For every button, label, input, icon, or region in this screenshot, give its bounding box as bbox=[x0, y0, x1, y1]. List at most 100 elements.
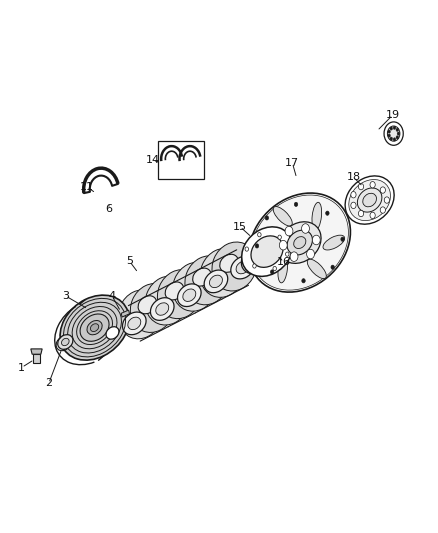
Circle shape bbox=[255, 244, 259, 248]
Ellipse shape bbox=[165, 282, 184, 300]
Ellipse shape bbox=[287, 230, 312, 255]
Ellipse shape bbox=[357, 188, 382, 212]
Circle shape bbox=[351, 191, 356, 198]
Circle shape bbox=[396, 128, 399, 132]
Circle shape bbox=[393, 126, 396, 130]
Ellipse shape bbox=[61, 338, 69, 346]
Ellipse shape bbox=[185, 256, 230, 305]
Text: 19: 19 bbox=[386, 110, 400, 120]
Text: 17: 17 bbox=[285, 158, 300, 168]
Ellipse shape bbox=[278, 255, 288, 283]
Polygon shape bbox=[121, 310, 130, 317]
Circle shape bbox=[388, 130, 390, 133]
Ellipse shape bbox=[363, 193, 377, 207]
Ellipse shape bbox=[173, 262, 217, 311]
Ellipse shape bbox=[307, 259, 326, 279]
Text: 14: 14 bbox=[145, 155, 160, 165]
Ellipse shape bbox=[90, 324, 99, 332]
Ellipse shape bbox=[279, 222, 321, 263]
Polygon shape bbox=[31, 349, 42, 354]
Circle shape bbox=[384, 197, 389, 203]
Ellipse shape bbox=[312, 203, 321, 230]
Ellipse shape bbox=[345, 176, 394, 224]
Circle shape bbox=[390, 137, 392, 140]
Ellipse shape bbox=[248, 252, 264, 268]
Ellipse shape bbox=[212, 242, 257, 291]
Text: 2: 2 bbox=[45, 378, 52, 389]
Polygon shape bbox=[33, 354, 39, 364]
Ellipse shape bbox=[156, 303, 169, 315]
Circle shape bbox=[370, 182, 375, 188]
Text: 6: 6 bbox=[106, 204, 113, 214]
Text: 18: 18 bbox=[346, 172, 360, 182]
Ellipse shape bbox=[58, 335, 73, 349]
Ellipse shape bbox=[183, 289, 196, 302]
Ellipse shape bbox=[251, 195, 348, 290]
Text: 1: 1 bbox=[18, 362, 25, 373]
Circle shape bbox=[302, 224, 309, 233]
Circle shape bbox=[388, 134, 390, 137]
Circle shape bbox=[390, 127, 392, 130]
Ellipse shape bbox=[128, 317, 141, 329]
Ellipse shape bbox=[60, 295, 129, 360]
Ellipse shape bbox=[80, 314, 109, 341]
Ellipse shape bbox=[150, 298, 174, 320]
Text: 3: 3 bbox=[62, 290, 69, 301]
Text: 5: 5 bbox=[126, 256, 133, 266]
Ellipse shape bbox=[242, 227, 292, 277]
Ellipse shape bbox=[204, 270, 228, 293]
Ellipse shape bbox=[251, 236, 283, 268]
Circle shape bbox=[265, 216, 268, 220]
Circle shape bbox=[331, 265, 335, 269]
Ellipse shape bbox=[106, 327, 119, 339]
Ellipse shape bbox=[294, 237, 306, 248]
Ellipse shape bbox=[387, 126, 400, 141]
Circle shape bbox=[397, 132, 400, 135]
Ellipse shape bbox=[87, 320, 102, 335]
Ellipse shape bbox=[145, 276, 190, 325]
Circle shape bbox=[273, 266, 276, 271]
Text: 15: 15 bbox=[233, 222, 247, 232]
Ellipse shape bbox=[177, 284, 201, 306]
Circle shape bbox=[396, 136, 399, 139]
Ellipse shape bbox=[138, 296, 157, 314]
Circle shape bbox=[341, 237, 344, 241]
Circle shape bbox=[258, 232, 261, 237]
Circle shape bbox=[393, 138, 396, 141]
Ellipse shape bbox=[131, 284, 175, 333]
Ellipse shape bbox=[255, 235, 276, 250]
Ellipse shape bbox=[323, 235, 345, 250]
Circle shape bbox=[245, 247, 248, 251]
Circle shape bbox=[380, 207, 385, 213]
Ellipse shape bbox=[193, 268, 211, 286]
Text: 16: 16 bbox=[277, 257, 291, 267]
Circle shape bbox=[325, 211, 329, 215]
Circle shape bbox=[290, 252, 298, 261]
Ellipse shape bbox=[384, 122, 403, 146]
Ellipse shape bbox=[273, 206, 292, 226]
Circle shape bbox=[253, 264, 256, 268]
Circle shape bbox=[285, 227, 293, 236]
Ellipse shape bbox=[231, 256, 254, 279]
Ellipse shape bbox=[200, 248, 245, 297]
Circle shape bbox=[294, 202, 298, 206]
Circle shape bbox=[278, 235, 281, 239]
Text: 4: 4 bbox=[109, 290, 116, 301]
Circle shape bbox=[302, 279, 305, 283]
Circle shape bbox=[279, 240, 287, 250]
Circle shape bbox=[307, 249, 314, 259]
Ellipse shape bbox=[209, 275, 223, 288]
Ellipse shape bbox=[249, 193, 350, 292]
Circle shape bbox=[312, 235, 320, 245]
Ellipse shape bbox=[220, 254, 238, 272]
Circle shape bbox=[270, 270, 274, 274]
Ellipse shape bbox=[157, 270, 202, 319]
Circle shape bbox=[380, 187, 385, 193]
Ellipse shape bbox=[236, 261, 249, 274]
Ellipse shape bbox=[123, 312, 146, 335]
Circle shape bbox=[358, 211, 364, 217]
Circle shape bbox=[358, 183, 364, 190]
Circle shape bbox=[286, 252, 289, 256]
Ellipse shape bbox=[118, 290, 162, 339]
Circle shape bbox=[370, 212, 375, 219]
